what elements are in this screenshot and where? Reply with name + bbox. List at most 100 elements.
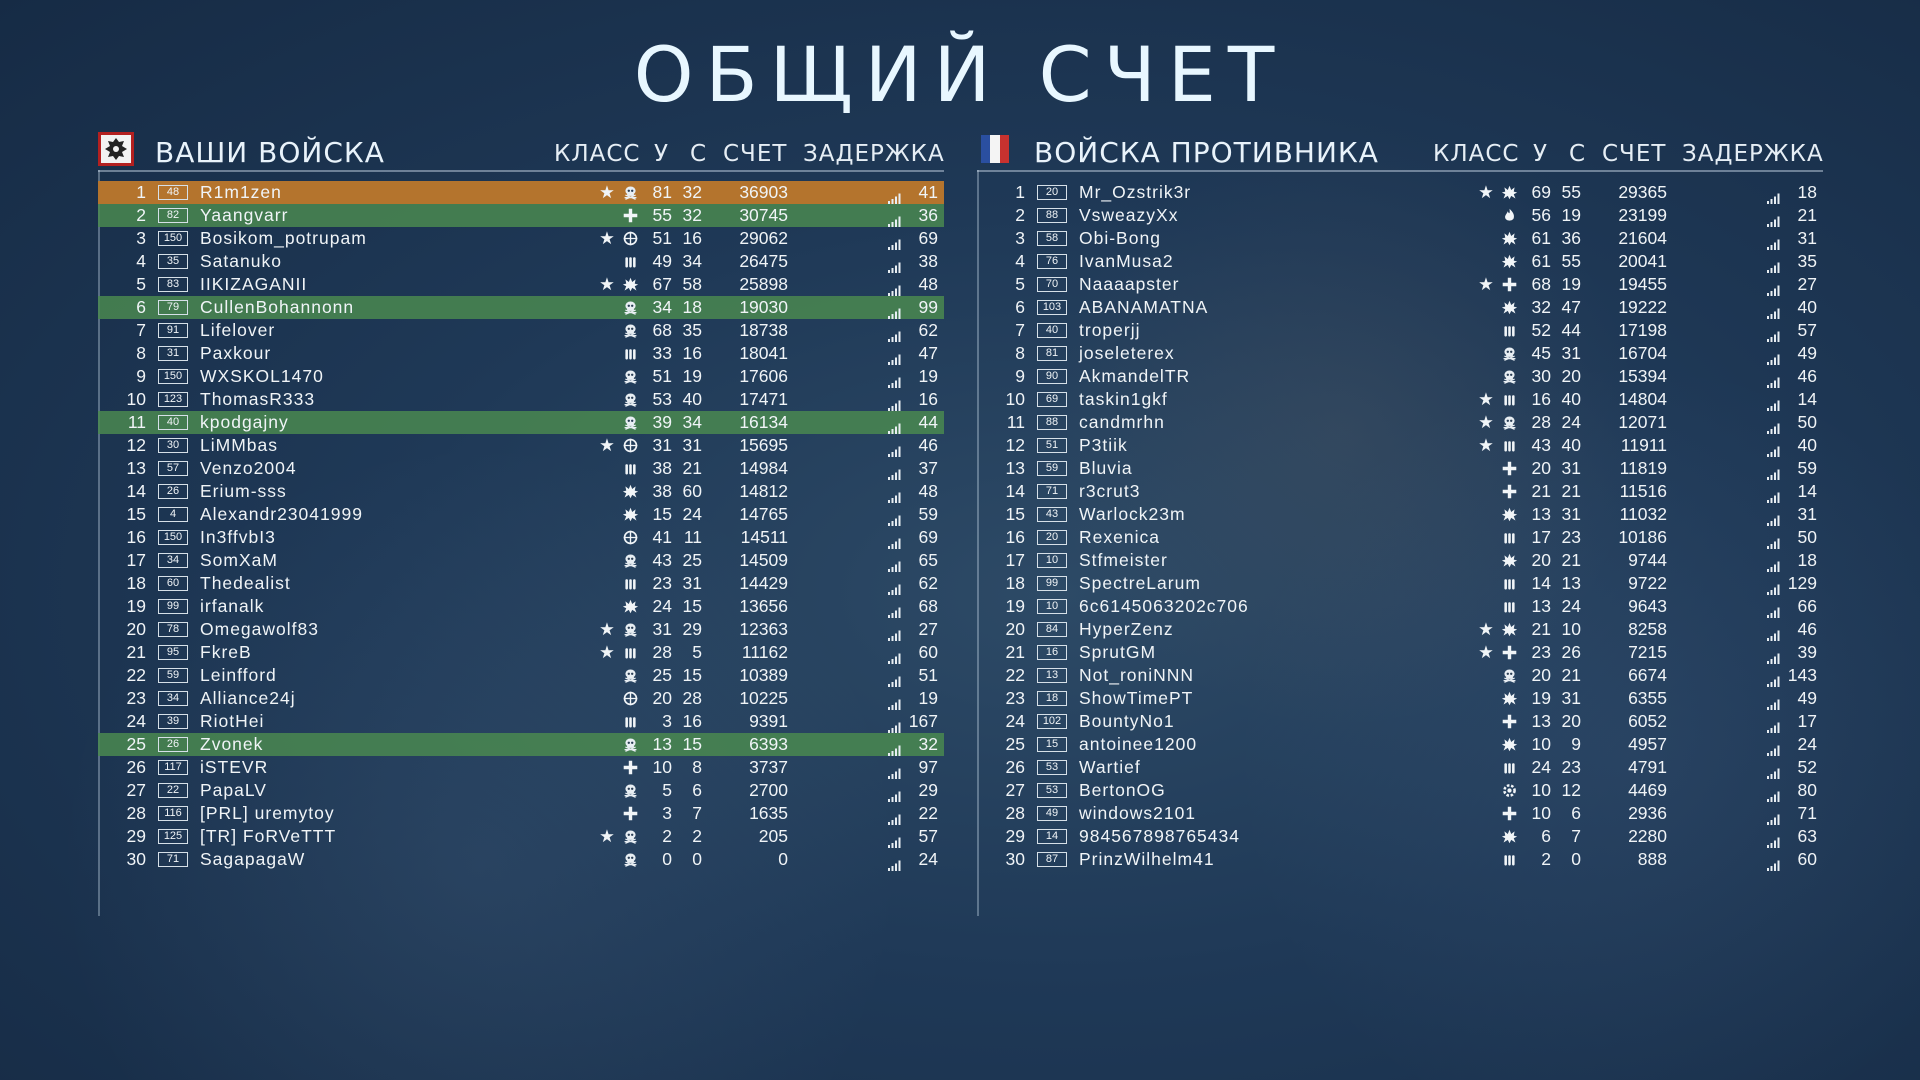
player-row[interactable]: 12 30 LiMMbas ★ 31 31 15695 46 [98, 434, 944, 457]
player-name[interactable]: Bosikom_potrupam [200, 228, 367, 248]
player-row[interactable]: 27 53 BertonOG 10 12 4469 80 [977, 779, 1823, 802]
player-row[interactable]: 7 91 Lifelover 68 35 18738 62 [98, 319, 944, 342]
player-name[interactable]: [PRL] uremytoy [200, 803, 335, 823]
player-name[interactable]: CullenBohannonn [200, 297, 355, 317]
player-row[interactable]: 2 88 VsweazyXx 56 19 23199 21 [977, 204, 1823, 227]
player-row[interactable]: 1 48 R1m1zen ★ 81 32 36903 41 [98, 181, 944, 204]
player-name[interactable]: Venzo2004 [200, 458, 297, 478]
player-row[interactable]: 30 71 SagapagaW 0 0 0 24 [98, 848, 944, 871]
player-name[interactable]: antoinee1200 [1079, 734, 1198, 754]
player-row[interactable]: 24 102 BountyNo1 13 20 6052 17 [977, 710, 1823, 733]
player-row[interactable]: 8 81 joseleterex 45 31 16704 49 [977, 342, 1823, 365]
player-row[interactable]: 27 22 PapaLV 5 6 2700 29 [98, 779, 944, 802]
player-name[interactable]: r3crut3 [1079, 481, 1141, 501]
player-row[interactable]: 3 150 Bosikom_potrupam ★ 51 16 29062 69 [98, 227, 944, 250]
player-row[interactable]: 10 123 ThomasR333 53 40 17471 16 [98, 388, 944, 411]
player-name[interactable]: Stfmeister [1079, 550, 1168, 570]
player-row[interactable]: 2 82 Yaangvarr 55 32 30745 36 [98, 204, 944, 227]
player-name[interactable]: PrinzWilhelm41 [1079, 849, 1215, 869]
player-row[interactable]: 20 84 HyperZenz ★ 21 10 8258 46 [977, 618, 1823, 641]
player-name[interactable]: 984567898765434 [1079, 826, 1240, 846]
player-name[interactable]: Naaaapster [1079, 274, 1180, 294]
player-row[interactable]: 14 26 Erium-sss 38 60 14812 48 [98, 480, 944, 503]
player-name[interactable]: PapaLV [200, 780, 267, 800]
player-name[interactable]: candmrhn [1079, 412, 1165, 432]
player-name[interactable]: LiMMbas [200, 435, 278, 455]
player-name[interactable]: Zvonek [200, 734, 264, 754]
player-row[interactable]: 26 53 Wartief 24 23 4791 52 [977, 756, 1823, 779]
player-name[interactable]: BountyNo1 [1079, 711, 1175, 731]
player-name[interactable]: SagapagaW [200, 849, 306, 869]
player-name[interactable]: BertonOG [1079, 780, 1166, 800]
player-name[interactable]: Obi-Bong [1079, 228, 1161, 248]
player-name[interactable]: FkreB [200, 642, 252, 662]
player-row[interactable]: 29 125 [TR] FoRVeTTT ★ 2 2 205 57 [98, 825, 944, 848]
player-row[interactable]: 12 51 P3tiik ★ 43 40 11911 40 [977, 434, 1823, 457]
player-row[interactable]: 26 117 iSTEVR 10 8 3737 97 [98, 756, 944, 779]
player-row[interactable]: 13 57 Venzo2004 38 21 14984 37 [98, 457, 944, 480]
player-name[interactable]: Lifelover [200, 320, 276, 340]
player-name[interactable]: Alliance24j [200, 688, 296, 708]
player-name[interactable]: Yaangvarr [200, 205, 289, 225]
player-name[interactable]: troperjj [1079, 320, 1141, 340]
player-row[interactable]: 25 26 Zvonek 13 15 6393 32 [98, 733, 944, 756]
player-row[interactable]: 17 34 SomXaM 43 25 14509 65 [98, 549, 944, 572]
player-row[interactable]: 19 10 6c6145063202c706 13 24 9643 66 [977, 595, 1823, 618]
player-row[interactable]: 21 16 SprutGM ★ 23 26 7215 39 [977, 641, 1823, 664]
player-row[interactable]: 28 49 windows2101 10 6 2936 71 [977, 802, 1823, 825]
player-row[interactable]: 16 150 In3ffvbI3 41 11 14511 69 [98, 526, 944, 549]
player-row[interactable]: 15 43 Warlock23m 13 31 11032 31 [977, 503, 1823, 526]
player-name[interactable]: [TR] FoRVeTTT [200, 826, 337, 846]
player-name[interactable]: 6c6145063202c706 [1079, 596, 1249, 616]
player-name[interactable]: iSTEVR [200, 757, 269, 777]
player-name[interactable]: Bluvia [1079, 458, 1133, 478]
player-name[interactable]: joseleterex [1079, 343, 1175, 363]
player-row[interactable]: 16 20 Rexenica 17 23 10186 50 [977, 526, 1823, 549]
player-row[interactable]: 10 69 taskin1gkf ★ 16 40 14804 14 [977, 388, 1823, 411]
player-name[interactable]: windows2101 [1079, 803, 1197, 823]
player-name[interactable]: Satanuko [200, 251, 282, 271]
player-row[interactable]: 7 40 troperjj 52 44 17198 57 [977, 319, 1823, 342]
player-name[interactable]: Mr_Ozstrik3r [1079, 182, 1192, 202]
player-row[interactable]: 23 18 ShowTimePT 19 31 6355 49 [977, 687, 1823, 710]
player-name[interactable]: WXSKOL1470 [200, 366, 324, 386]
player-name[interactable]: HyperZenz [1079, 619, 1174, 639]
player-name[interactable]: Thedealist [200, 573, 291, 593]
player-row[interactable]: 1 20 Mr_Ozstrik3r ★ 69 55 29365 18 [977, 181, 1823, 204]
player-row[interactable]: 13 59 Bluvia 20 31 11819 59 [977, 457, 1823, 480]
player-name[interactable]: Rexenica [1079, 527, 1160, 547]
player-row[interactable]: 9 150 WXSKOL1470 51 19 17606 19 [98, 365, 944, 388]
player-row[interactable]: 15 4 Alexandr23041999 15 24 14765 59 [98, 503, 944, 526]
player-row[interactable]: 5 70 Naaaapster ★ 68 19 19455 27 [977, 273, 1823, 296]
player-name[interactable]: SprutGM [1079, 642, 1157, 662]
player-name[interactable]: Erium-sss [200, 481, 287, 501]
player-row[interactable]: 22 59 Leinfford 25 15 10389 51 [98, 664, 944, 687]
player-row[interactable]: 18 99 SpectreLarum 14 13 9722 129 [977, 572, 1823, 595]
player-name[interactable]: ABANAMATNA [1079, 297, 1209, 317]
player-name[interactable]: kpodgajny [200, 412, 289, 432]
player-row[interactable]: 4 76 IvanMusa2 61 55 20041 35 [977, 250, 1823, 273]
player-name[interactable]: R1m1zen [200, 182, 282, 202]
player-name[interactable]: Wartief [1079, 757, 1141, 777]
player-row[interactable]: 21 95 FkreB ★ 28 5 11162 60 [98, 641, 944, 664]
player-name[interactable]: ShowTimePT [1079, 688, 1194, 708]
player-row[interactable]: 17 10 Stfmeister 20 21 9744 18 [977, 549, 1823, 572]
player-name[interactable]: irfanalk [200, 596, 265, 616]
player-row[interactable]: 19 99 irfanalk 24 15 13656 68 [98, 595, 944, 618]
player-name[interactable]: Not_roniNNN [1079, 665, 1195, 685]
player-name[interactable]: RiotHei [200, 711, 265, 731]
player-name[interactable]: VsweazyXx [1079, 205, 1179, 225]
player-name[interactable]: SomXaM [200, 550, 278, 570]
player-row[interactable]: 30 87 PrinzWilhelm41 2 0 888 60 [977, 848, 1823, 871]
player-row[interactable]: 4 35 Satanuko 49 34 26475 38 [98, 250, 944, 273]
player-name[interactable]: AkmandelTR [1079, 366, 1191, 386]
player-row[interactable]: 24 39 RiotHei 3 16 9391 167 [98, 710, 944, 733]
player-name[interactable]: P3tiik [1079, 435, 1128, 455]
player-name[interactable]: Omegawolf83 [200, 619, 319, 639]
player-row[interactable]: 8 31 Paxkour 33 16 18041 47 [98, 342, 944, 365]
player-row[interactable]: 3 58 Obi-Bong 61 36 21604 31 [977, 227, 1823, 250]
player-row[interactable]: 29 14 984567898765434 6 7 2280 63 [977, 825, 1823, 848]
player-name[interactable]: IvanMusa2 [1079, 251, 1174, 271]
player-name[interactable]: Warlock23m [1079, 504, 1186, 524]
player-row[interactable]: 22 13 Not_roniNNN 20 21 6674 143 [977, 664, 1823, 687]
